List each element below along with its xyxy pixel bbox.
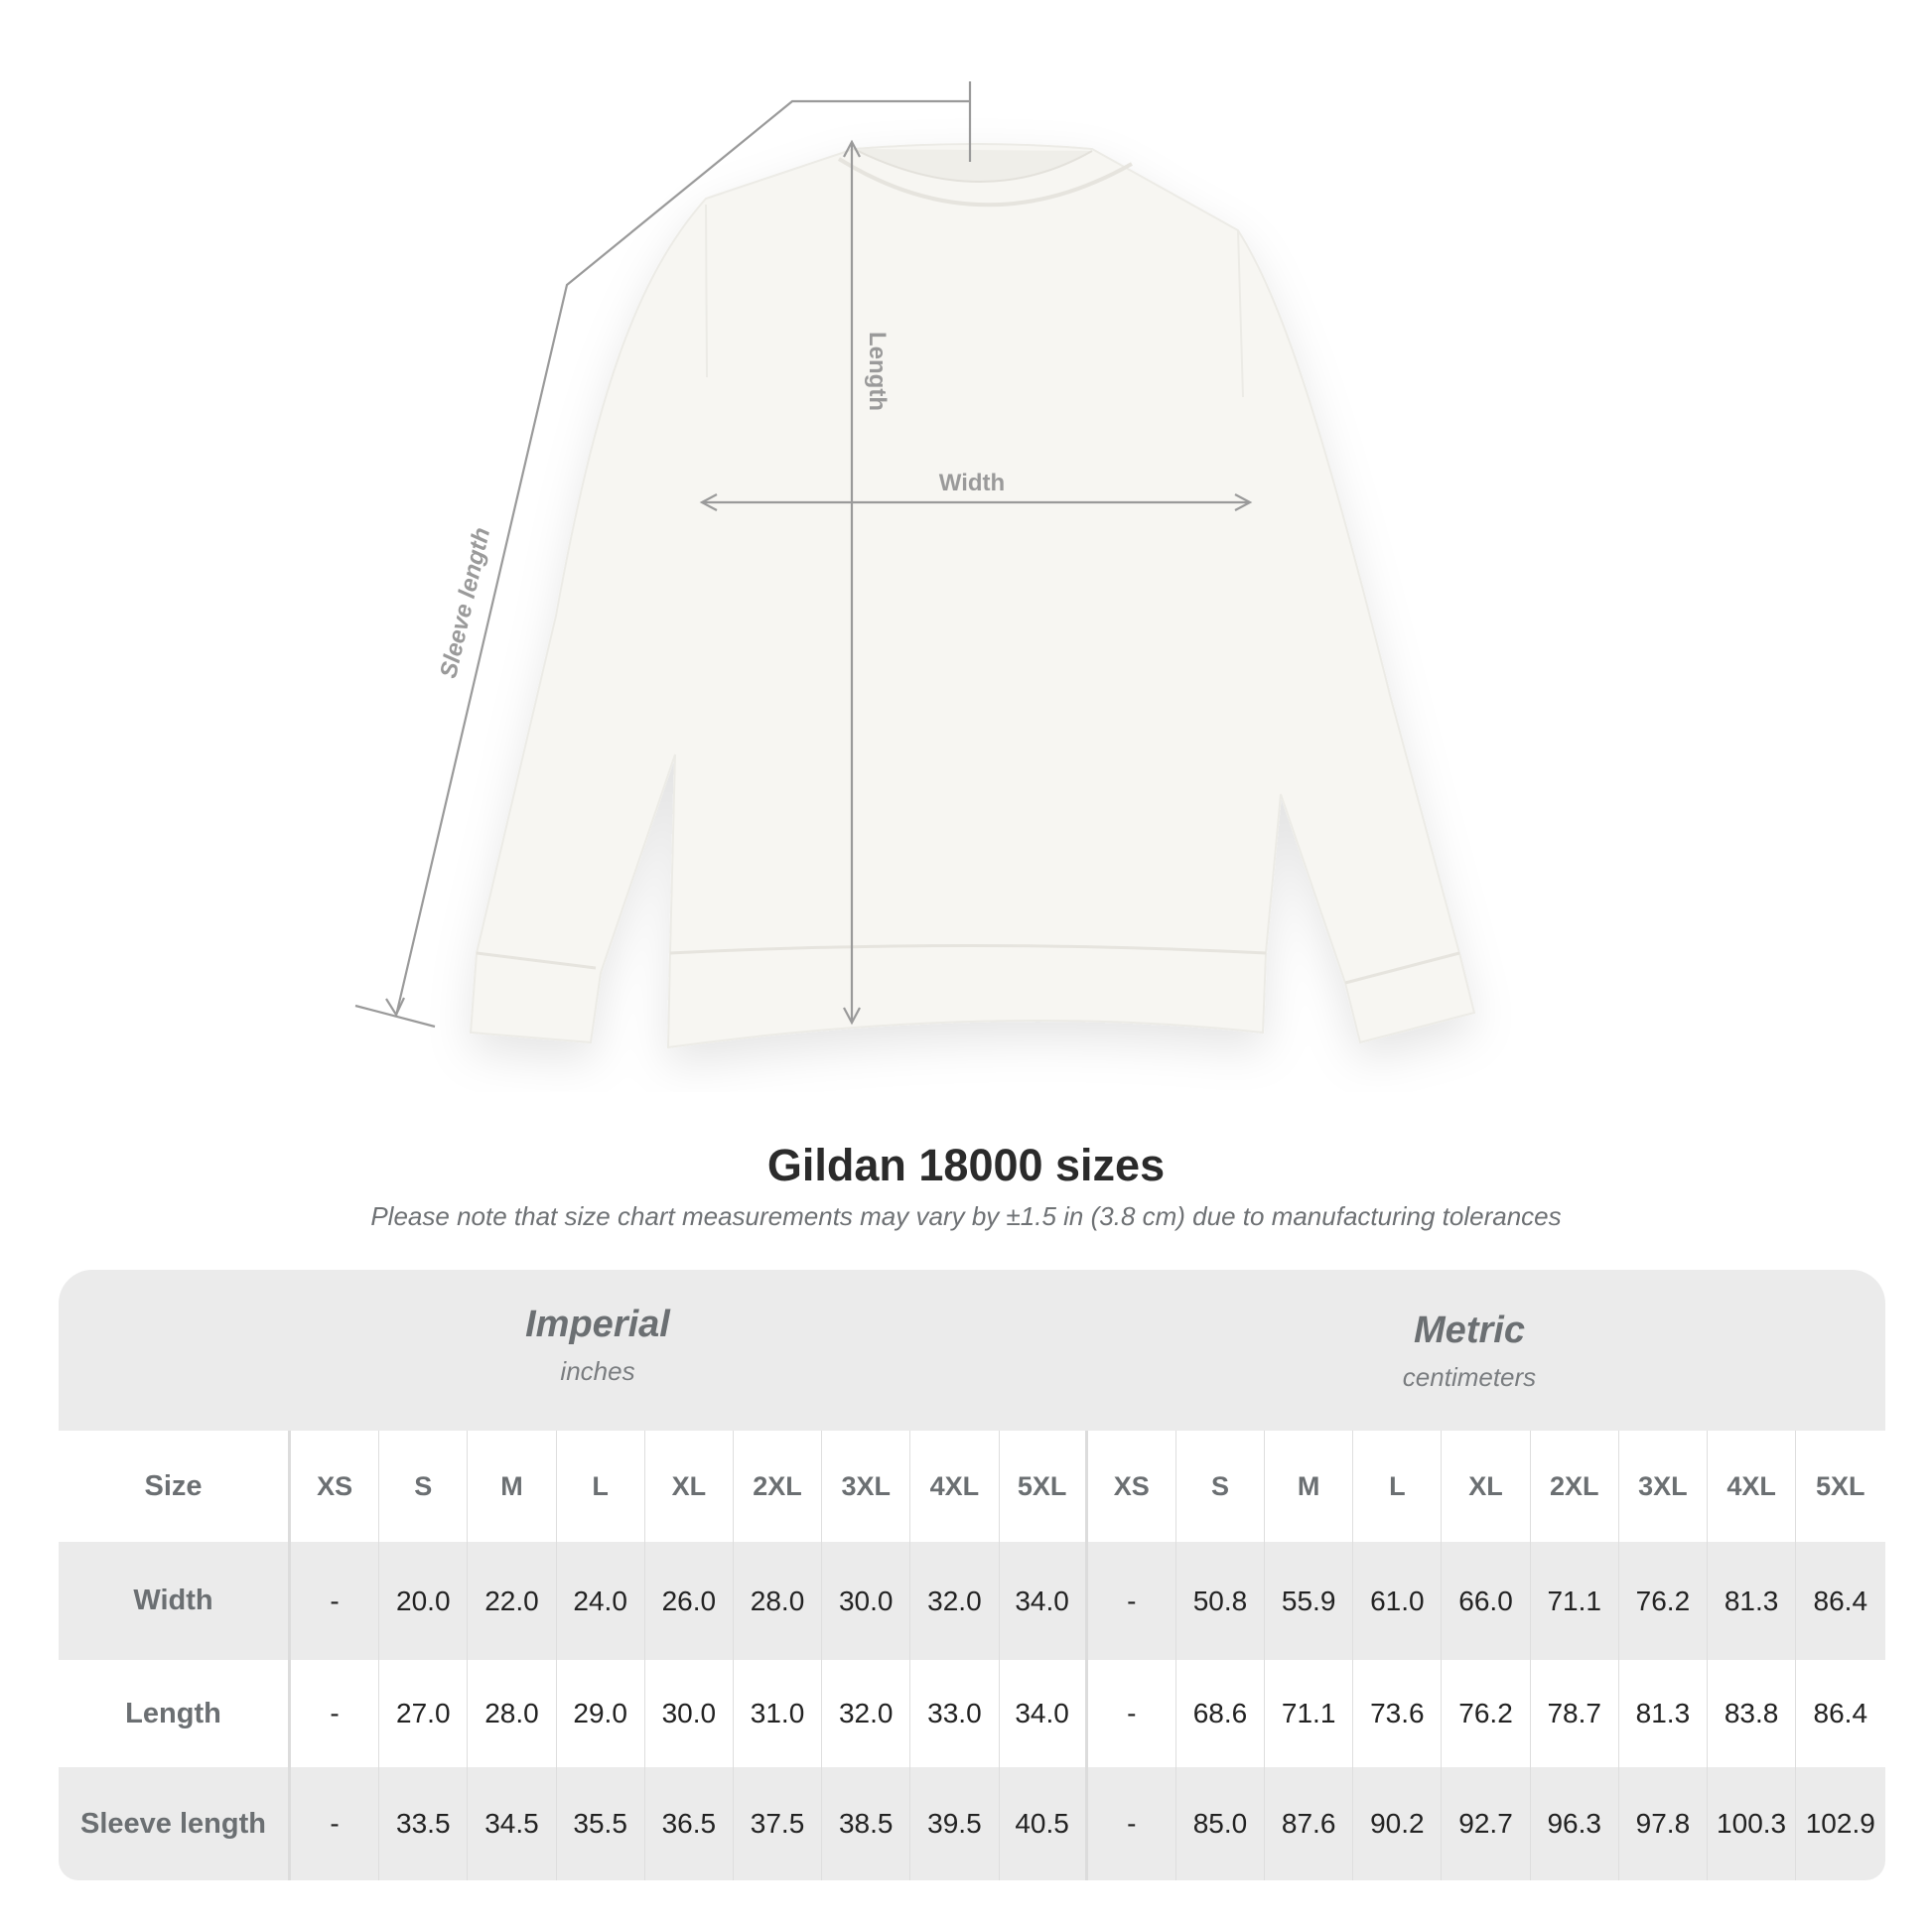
imperial-header: Imperial inches [161,1304,1035,1387]
size-header-cell: 5XL [1816,1470,1865,1501]
length-label: Length [864,332,891,411]
table-cell: 29.0 [557,1660,645,1767]
size-header-cell: L [1353,1431,1443,1542]
size-header-cell: S [379,1431,469,1542]
table-cell: 35.5 [557,1767,645,1880]
table-cell: 96.3 [1531,1767,1619,1880]
size-header-cell: M [468,1431,557,1542]
row-label: Length [59,1660,291,1767]
table-cell: 33.5 [379,1767,469,1880]
size-header-cell: L [557,1431,645,1542]
size-header-cell: 3XL [822,1431,911,1542]
table-cell: 83.8 [1708,1660,1797,1767]
size-header-cell: 5XL [1000,1431,1088,1542]
size-header-cell: XS [291,1431,380,1542]
table-cell: 100.3 [1708,1767,1797,1880]
table-cell: 27.0 [379,1660,469,1767]
size-header-cell: S [1176,1431,1266,1542]
table-cell: 68.6 [1176,1660,1266,1767]
sleeve-length-label: Sleeve length [435,525,495,681]
table-cell: 71.1 [1265,1660,1354,1767]
table-cell: 32.0 [822,1660,911,1767]
table-cell: 28.0 [468,1660,557,1767]
table-cell: - [1088,1767,1176,1880]
table-cell: - [291,1767,380,1880]
table-cell: 34.0 [1000,1542,1088,1660]
sleeve-line [394,99,970,1017]
table-cell: 55.9 [1265,1542,1354,1660]
table-cell: 33.0 [910,1660,1000,1767]
table-cell: 73.6 [1353,1660,1443,1767]
size-header-cell: 2XL [734,1431,823,1542]
table-cell: 71.1 [1531,1542,1619,1660]
table-cell: 50.8 [1176,1542,1266,1660]
table-cell: 87.6 [1265,1767,1354,1880]
table-cell: 85.0 [1176,1767,1266,1880]
table-row: Width -20.0 22.0 24.0 26.0 28.0 30.0 32.0 34.0-5… [59,1542,1885,1660]
table-cell: - [1088,1542,1176,1660]
table-cell: 28.0 [734,1542,823,1660]
table-cell: 20.0 [379,1542,469,1660]
metric-title: Metric [1414,1310,1525,1351]
table-cell: 40.5 [1000,1767,1088,1880]
tolerance-note: Please note that size chart measurements… [370,1201,1562,1231]
table-cell: 32.0 [910,1542,1000,1660]
imperial-unit: inches [560,1356,635,1386]
size-header-cell: XL [645,1431,734,1542]
table-cell: - [291,1542,380,1660]
size-header-cell: 4XL [910,1431,1000,1542]
table-cell: 78.7 [1531,1660,1619,1767]
table-cell: 34.0 [1000,1660,1088,1767]
table-cell: 34.5 [468,1767,557,1880]
table-cell: 81.3 [1619,1660,1708,1767]
measurement-lines [354,81,1253,1029]
size-header-cell: 4XL [1708,1431,1797,1542]
table-cell: 102.9 [1805,1808,1875,1839]
table-cell: - [1088,1660,1176,1767]
table-cell: 37.5 [734,1767,823,1880]
size-header-cell: 2XL [1531,1431,1619,1542]
table-cell: 22.0 [468,1542,557,1660]
table-cell: 30.0 [822,1542,911,1660]
table-cell: 76.2 [1442,1660,1531,1767]
size-label: Size [59,1431,291,1542]
table-cell: 86.4 [1813,1585,1868,1616]
table-cell: 36.5 [645,1767,734,1880]
table-cell: 92.7 [1442,1767,1531,1880]
table-cell: 30.0 [645,1660,734,1767]
table-cell: 86.4 [1813,1698,1868,1728]
table-cell: 90.2 [1353,1767,1443,1880]
table-cell: 24.0 [557,1542,645,1660]
size-header-cell: 3XL [1619,1431,1708,1542]
table-cell: - [291,1660,380,1767]
table-cell: 61.0 [1353,1542,1443,1660]
row-label: Sleeve length [59,1767,291,1880]
table-cell: 31.0 [734,1660,823,1767]
size-header-row: Size XS S M L XL 2XL 3XL 4XL 5XL XS S M L XL 2XL 3XL 4XL… [59,1431,1885,1542]
page-title: Gildan 18000 sizes [766,1140,1166,1190]
table-cell: 38.5 [822,1767,911,1880]
metric-header: Metric centimeters [1033,1310,1906,1393]
table-row: Length -27.0 28.0 29.0 30.0 31.0 32.0 33.0 34.0-… [59,1660,1885,1767]
table-cell: 66.0 [1442,1542,1531,1660]
size-header-cell: XL [1442,1431,1531,1542]
table-cell: 39.5 [910,1767,1000,1880]
table-row: Sleeve length -33.5 34.5 35.5 36.5 37.5 38.5 39… [59,1767,1885,1880]
table-cell: 26.0 [645,1542,734,1660]
size-header-cell: XS [1088,1431,1176,1542]
sweatshirt-measurement-diagram: Length Width Sleeve length [354,81,1476,1049]
unit-header-band: Imperial inches Metric centimeters [59,1270,1885,1431]
width-label: Width [939,470,1005,496]
row-label: Width [59,1542,291,1660]
table-cell: 76.2 [1619,1542,1708,1660]
sweatshirt-image [469,143,1476,1049]
metric-unit: centimeters [1402,1362,1537,1392]
imperial-title: Imperial [525,1304,670,1345]
size-header-cell: M [1265,1431,1354,1542]
table-cell: 81.3 [1708,1542,1797,1660]
size-chart-table: Imperial inches Metric centimeters Size … [59,1270,1885,1880]
table-cell: 97.8 [1619,1767,1708,1880]
